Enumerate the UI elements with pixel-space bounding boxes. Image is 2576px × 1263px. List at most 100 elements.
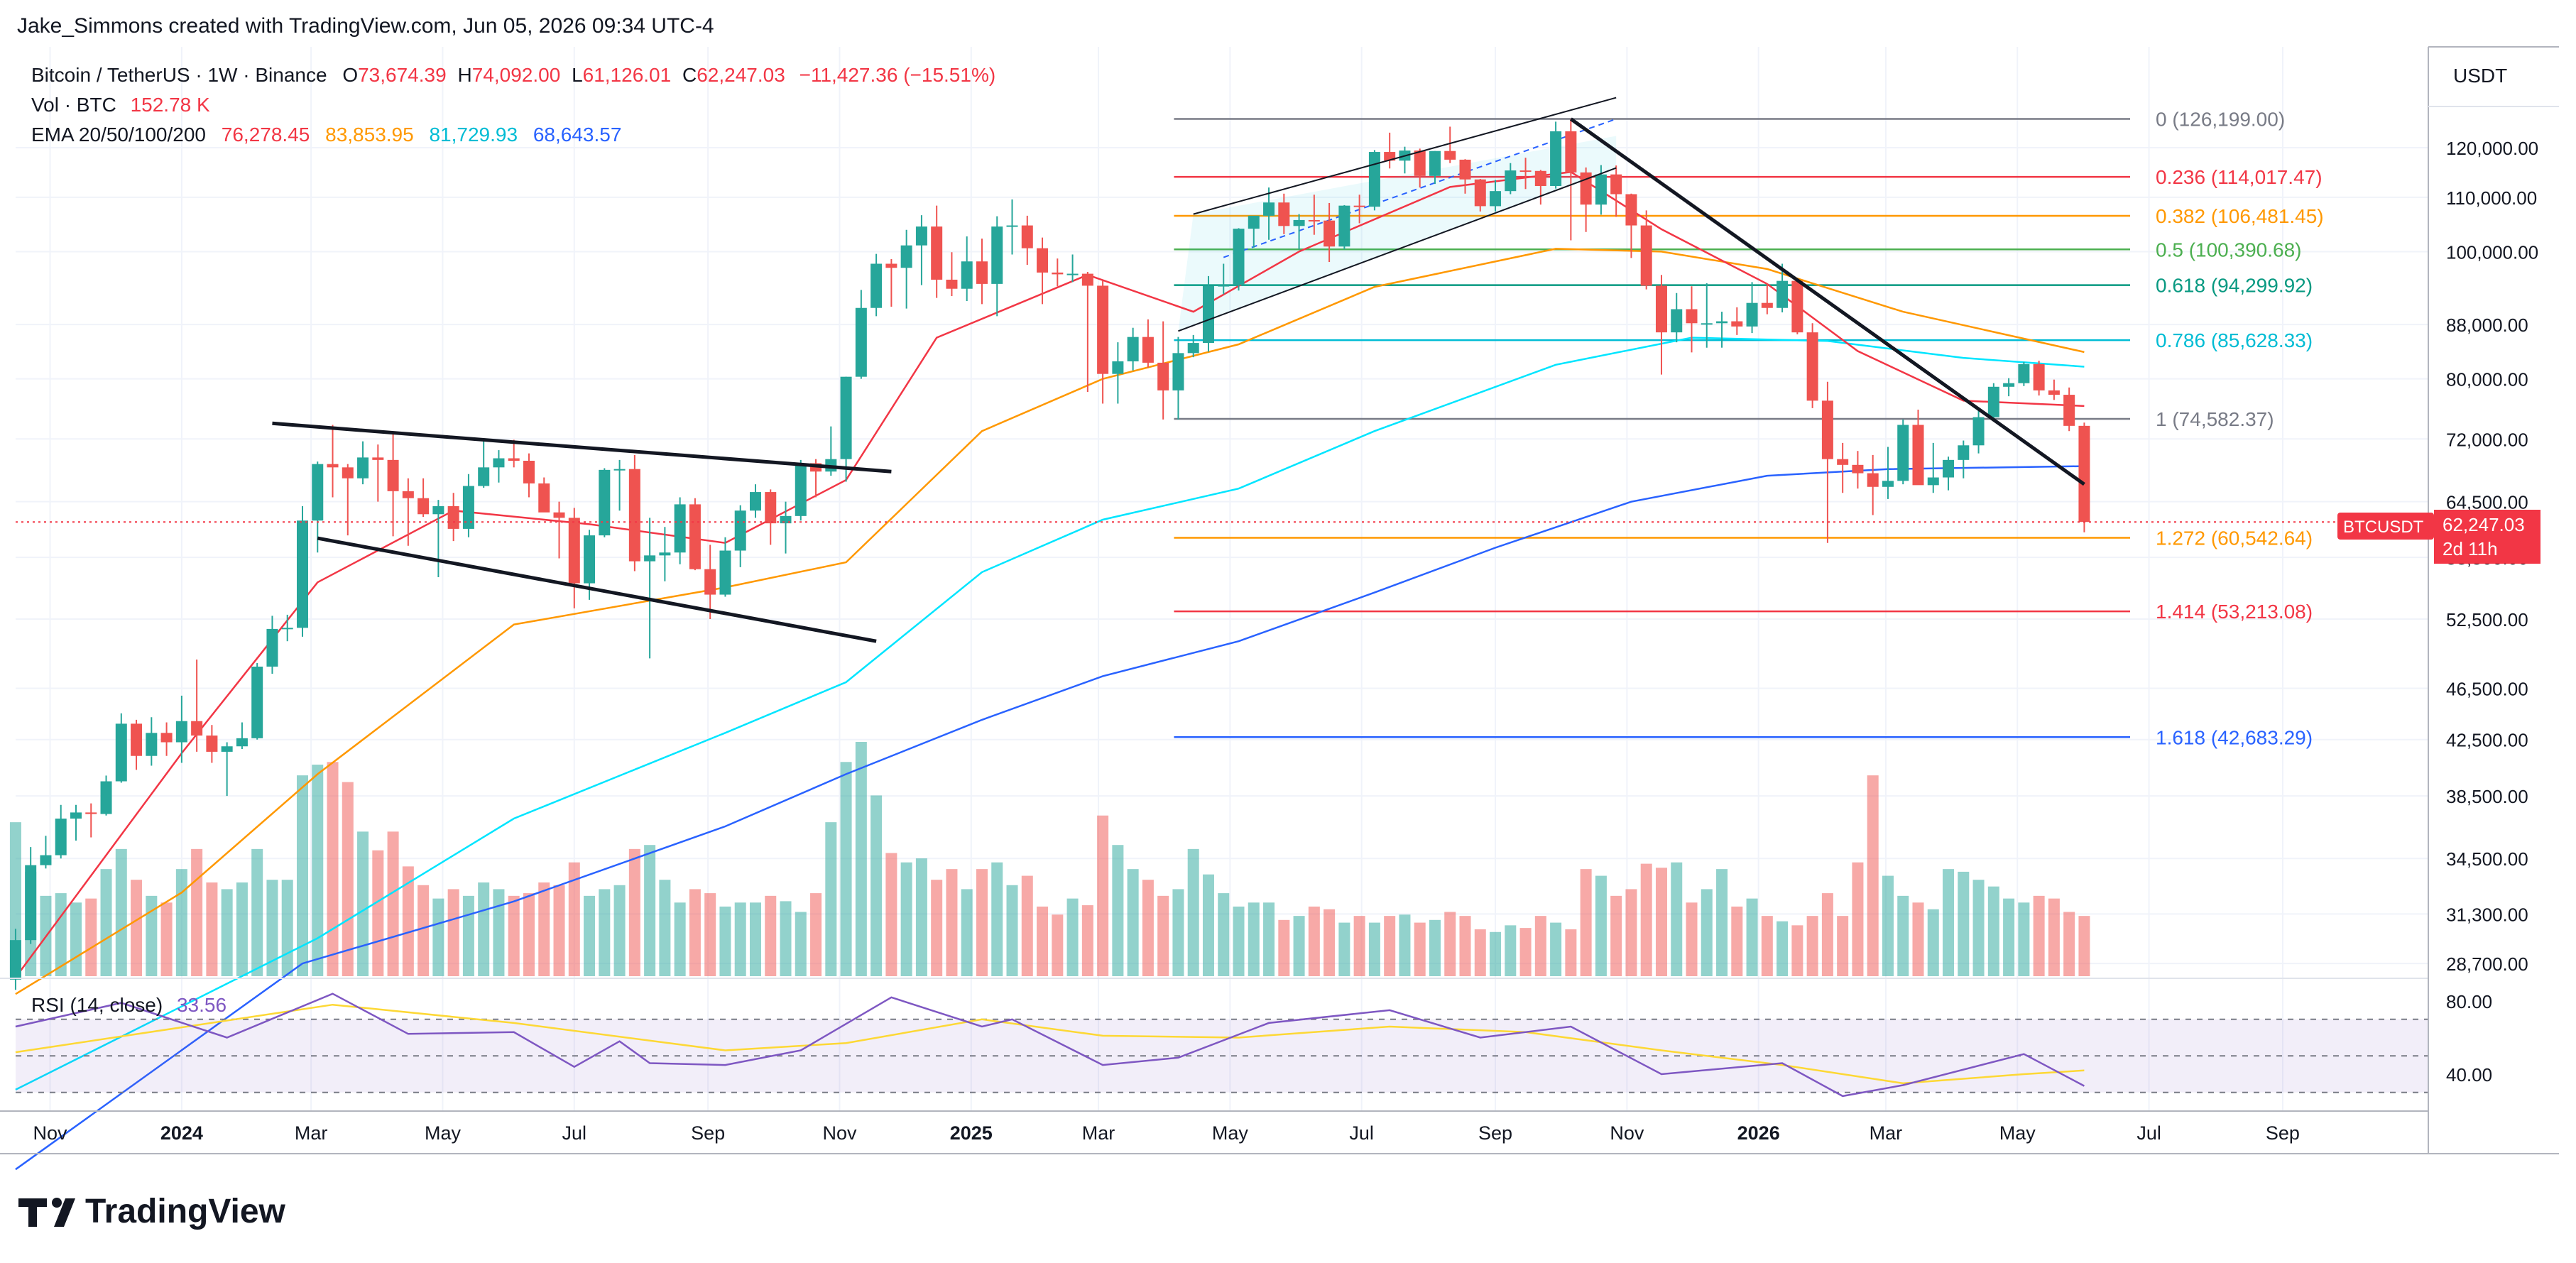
candle-body[interactable] <box>2003 383 2015 387</box>
candle-body[interactable] <box>357 457 369 479</box>
candle-body[interactable] <box>584 535 596 584</box>
candle-body[interactable] <box>855 307 867 377</box>
candle-body[interactable] <box>175 721 187 743</box>
candle-body[interactable] <box>146 733 158 756</box>
candle-body[interactable] <box>1534 170 1546 186</box>
candle-body[interactable] <box>1972 417 1985 446</box>
candle-body[interactable] <box>961 261 973 289</box>
candle-body[interactable] <box>70 812 82 819</box>
candle-body[interactable] <box>1218 285 1230 287</box>
candle-body[interactable] <box>417 498 430 515</box>
candle-body[interactable] <box>1021 225 1033 248</box>
trendline-channel-lower[interactable] <box>1178 167 1617 332</box>
candle-body[interactable] <box>931 226 943 280</box>
candle-body[interactable] <box>1490 191 1502 207</box>
candle-body[interactable] <box>1066 273 1079 275</box>
candle-body[interactable] <box>1746 302 1758 327</box>
candle-body[interactable] <box>704 569 716 595</box>
candle-body[interactable] <box>432 505 444 515</box>
candle-body[interactable] <box>1006 225 1018 227</box>
trendline-pennant-lower[interactable] <box>317 536 877 643</box>
candle-body[interactable] <box>1625 194 1637 226</box>
candle-body[interactable] <box>1338 205 1350 247</box>
candle-body[interactable] <box>553 512 565 518</box>
candle-body[interactable] <box>281 628 293 630</box>
candle-body[interactable] <box>447 505 459 529</box>
candle-body[interactable] <box>719 550 731 595</box>
candle-body[interactable] <box>765 492 777 524</box>
candle-body[interactable] <box>1202 285 1214 344</box>
candle-body[interactable] <box>387 459 399 491</box>
candle-body[interactable] <box>1640 225 1652 286</box>
candle-body[interactable] <box>1671 309 1683 333</box>
candles[interactable] <box>9 119 2090 990</box>
candle-body[interactable] <box>1353 205 1365 207</box>
candle-body[interactable] <box>327 464 339 468</box>
candle-body[interactable] <box>871 263 883 308</box>
candle-body[interactable] <box>674 504 686 553</box>
candle-body[interactable] <box>1324 220 1336 247</box>
candle-body[interactable] <box>1097 285 1109 374</box>
candle-body[interactable] <box>115 723 127 782</box>
candle-body[interactable] <box>1278 202 1290 226</box>
candle-body[interactable] <box>1777 280 1789 308</box>
candle-body[interactable] <box>659 552 671 556</box>
candle-body[interactable] <box>1837 459 1849 465</box>
candle-body[interactable] <box>236 738 248 747</box>
axis-currency-label[interactable]: USDT <box>2453 65 2507 87</box>
candle-body[interactable] <box>1127 337 1139 361</box>
candle-body[interactable] <box>266 628 278 667</box>
candle-body[interactable] <box>1867 473 1879 487</box>
candle-body[interactable] <box>1444 151 1456 160</box>
candle-body[interactable] <box>312 464 324 521</box>
candle-body[interactable] <box>568 518 580 584</box>
candle-body[interactable] <box>1233 229 1245 285</box>
candle-body[interactable] <box>599 469 611 536</box>
candle-body[interactable] <box>462 486 474 529</box>
candle-body[interactable] <box>1761 302 1773 308</box>
candle-body[interactable] <box>1519 170 1532 173</box>
candle-body[interactable] <box>251 666 263 738</box>
trendlines[interactable] <box>16 97 2428 643</box>
candle-body[interactable] <box>1927 477 1939 486</box>
candle-body[interactable] <box>1791 280 1803 333</box>
candle-body[interactable] <box>795 463 807 516</box>
candle-body[interactable] <box>100 781 112 814</box>
candle-body[interactable] <box>1716 321 1728 324</box>
candle-body[interactable] <box>1037 248 1049 273</box>
candle-body[interactable] <box>1414 151 1426 176</box>
candle-body[interactable] <box>1308 219 1320 222</box>
candle-body[interactable] <box>1943 459 1955 478</box>
candle-body[interactable] <box>1157 362 1169 390</box>
candle-body[interactable] <box>55 819 67 855</box>
candle-body[interactable] <box>1474 179 1486 207</box>
candle-body[interactable] <box>508 458 520 461</box>
candle-body[interactable] <box>1897 425 1909 481</box>
candle-body[interactable] <box>40 855 52 865</box>
candle-body[interactable] <box>538 483 550 513</box>
candle-body[interactable] <box>991 226 1003 284</box>
candle-body[interactable] <box>1882 481 1894 487</box>
candle-body[interactable] <box>493 458 505 468</box>
candle-body[interactable] <box>221 746 233 752</box>
candle-body[interactable] <box>1565 131 1577 173</box>
candle-body[interactable] <box>613 469 626 471</box>
candle-body[interactable] <box>1172 353 1184 390</box>
candle-body[interactable] <box>1731 321 1743 327</box>
candle-body[interactable] <box>915 226 927 246</box>
candle-body[interactable] <box>131 723 143 756</box>
candle-body[interactable] <box>1112 361 1124 374</box>
candle-body[interactable] <box>1701 323 1713 325</box>
candle-body[interactable] <box>2078 425 2090 523</box>
trendline-downtrend[interactable] <box>1569 117 2085 486</box>
candle-body[interactable] <box>1610 174 1622 195</box>
axes[interactable]: 120,000.00 110,000.00 100,000.00 88,000.00 8… <box>0 46 2559 1154</box>
trendline-channel-upper[interactable] <box>1193 97 1617 215</box>
candle-body[interactable] <box>2048 390 2060 395</box>
candle-body[interactable] <box>1806 332 1818 401</box>
candle-body[interactable] <box>885 263 897 268</box>
candle-body[interactable] <box>372 457 384 460</box>
candle-body[interactable] <box>900 245 912 268</box>
candle-body[interactable] <box>628 469 640 562</box>
candle-body[interactable] <box>1987 386 1999 417</box>
